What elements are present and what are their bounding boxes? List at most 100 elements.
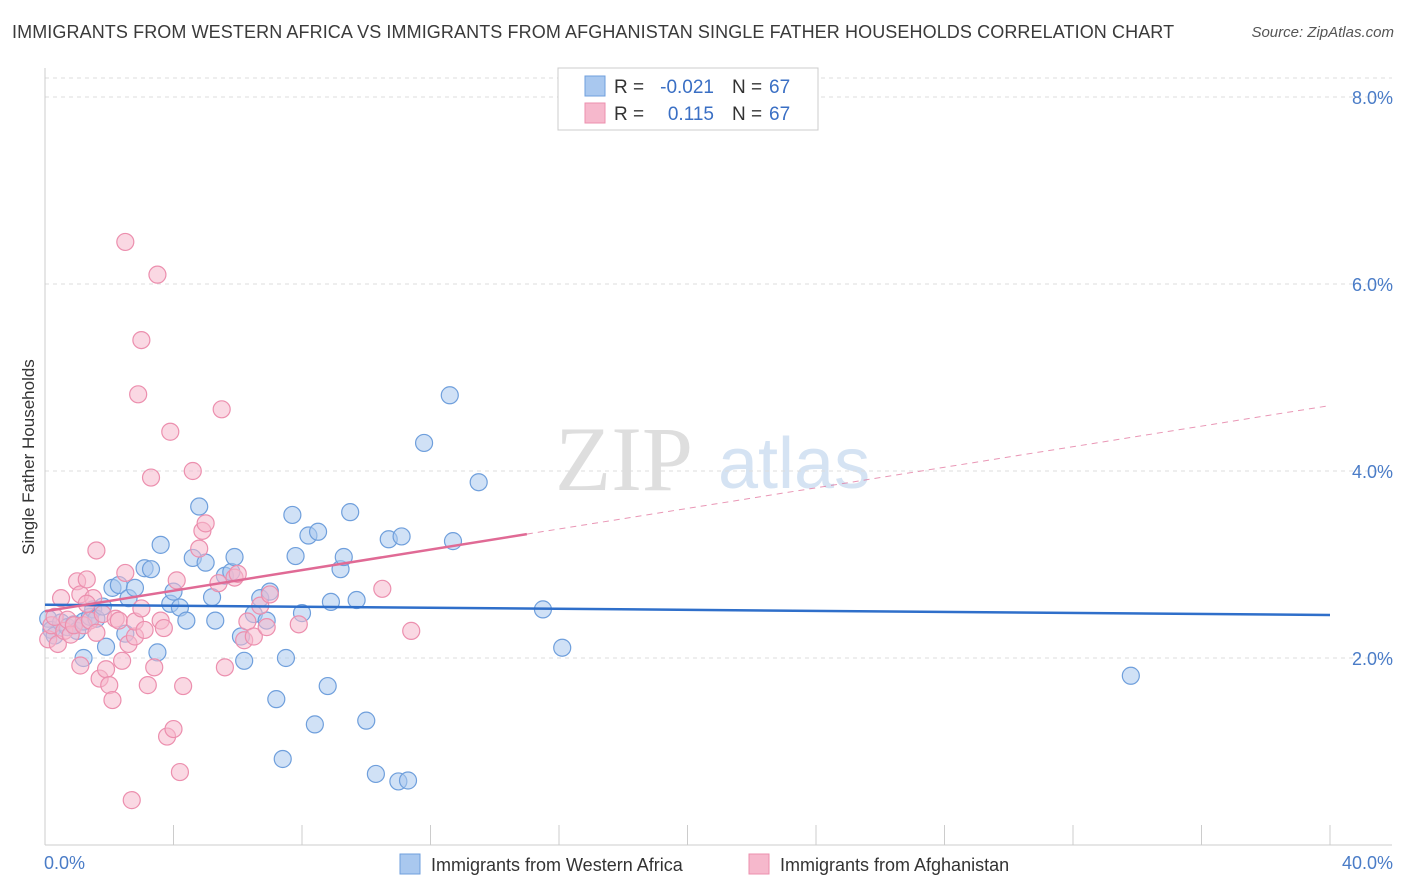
point-afghanistan-13 [77, 570, 96, 589]
point-afghanistan-33 [132, 599, 151, 618]
watermark-zip: ZIP [555, 408, 693, 510]
point-afghanistan-22 [103, 690, 122, 710]
point-western-africa-42 [273, 749, 292, 769]
point-western-africa-48 [305, 715, 324, 734]
legend-n-value-2: 67 [769, 104, 790, 125]
point-western-africa-63 [440, 386, 459, 405]
point-afghanistan-20 [87, 541, 106, 560]
point-afghanistan-48 [183, 461, 202, 481]
point-afghanistan-39 [148, 265, 167, 284]
trend-line-afghanistan-dashed [526, 405, 1331, 535]
point-afghanistan-59 [244, 627, 263, 646]
point-afghanistan-53 [212, 400, 231, 419]
point-western-africa-57 [366, 764, 385, 784]
point-western-africa-41 [267, 690, 286, 709]
bottom-legend-swatch-western-africa [399, 853, 421, 875]
point-afghanistan-32 [129, 385, 148, 404]
y-tick-label-1: 4.0% [1352, 462, 1393, 482]
legend-swatch-afghanistan [584, 102, 606, 124]
point-western-africa-45 [286, 546, 305, 566]
point-western-africa-61 [398, 771, 418, 790]
point-western-africa-44 [283, 505, 302, 525]
correlation-legend: R = -0.021 N = 67 R = 0.115 N = 67 [557, 67, 819, 131]
legend-n-value-1: 67 [769, 77, 790, 98]
point-western-africa-68 [1121, 666, 1140, 685]
point-afghanistan-47 [174, 676, 193, 696]
legend-r-label-1: R = [614, 77, 644, 98]
point-afghanistan-28 [122, 791, 141, 810]
point-western-africa-53 [334, 547, 353, 567]
trend-line-afghanistan-solid [44, 532, 528, 613]
y-tick-label-0: 2.0% [1352, 649, 1393, 669]
point-western-africa-18 [125, 578, 145, 597]
point-afghanistan-43 [161, 422, 180, 441]
y-tick-label-2: 6.0% [1352, 275, 1393, 295]
point-afghanistan-44 [164, 719, 183, 739]
legend-r-value-1: -0.021 [660, 77, 714, 98]
point-afghanistan-45 [167, 571, 186, 590]
point-afghanistan-26 [116, 563, 135, 583]
point-western-africa-16 [96, 637, 116, 656]
point-afghanistan-62 [260, 585, 279, 604]
y-tick-label-3: 8.0% [1352, 88, 1393, 108]
point-western-africa-50 [318, 676, 337, 696]
point-western-africa-65 [469, 473, 488, 492]
series-afghanistan-points [39, 232, 421, 810]
point-western-africa-60 [392, 527, 411, 546]
point-afghanistan-51 [196, 514, 215, 533]
chart-title: IMMIGRANTS FROM WESTERN AFRICA VS IMMIGR… [12, 22, 1175, 42]
legend-r-value-2: 0.115 [668, 104, 714, 125]
point-western-africa-67 [553, 638, 572, 657]
point-western-africa-20 [141, 560, 161, 579]
point-afghanistan-29 [116, 232, 135, 252]
point-afghanistan-54 [215, 658, 234, 677]
point-western-africa-34 [225, 547, 244, 567]
point-afghanistan-56 [228, 564, 247, 583]
point-afghanistan-61 [257, 618, 276, 637]
trend-line-western-africa [44, 603, 1331, 617]
bottom-legend-swatch-afghanistan [748, 853, 770, 875]
point-western-africa-49 [308, 522, 328, 541]
point-afghanistan-38 [145, 658, 164, 677]
source-label: Source: ZipAtlas.com [1251, 24, 1394, 41]
x-tick-labels: 0.0% 40.0% [44, 853, 1393, 873]
point-afghanistan-34 [132, 331, 151, 350]
point-western-africa-26 [177, 611, 196, 630]
series-legend: Immigrants from Western Africa Immigrant… [399, 853, 1009, 875]
point-afghanistan-64 [373, 579, 392, 598]
point-western-africa-21 [148, 643, 167, 662]
legend-n-label-2: N = [732, 104, 762, 125]
point-western-africa-28 [190, 497, 209, 516]
point-afghanistan-19 [96, 660, 116, 679]
point-afghanistan-37 [141, 468, 161, 487]
point-afghanistan-21 [100, 676, 119, 695]
axes [44, 68, 1392, 846]
point-afghanistan-41 [154, 618, 173, 638]
point-afghanistan-24 [109, 611, 128, 630]
trend-lines [44, 405, 1331, 617]
point-afghanistan-16 [87, 623, 106, 642]
y-tick-labels: 2.0% 4.0% 6.0% 8.0% [1352, 88, 1393, 669]
point-western-africa-54 [341, 503, 360, 522]
point-western-africa-36 [235, 651, 254, 670]
point-western-africa-62 [414, 433, 434, 453]
x-tick-label-max: 40.0% [1342, 853, 1393, 873]
legend-r-label-2: R = [614, 104, 644, 125]
legend-n-label-1: N = [732, 77, 762, 98]
point-afghanistan-46 [170, 762, 190, 782]
point-afghanistan-4 [51, 589, 71, 608]
point-western-africa-56 [357, 711, 376, 730]
watermark-atlas: atlas [718, 424, 870, 504]
point-afghanistan-25 [112, 651, 132, 670]
point-afghanistan-63 [289, 615, 308, 634]
point-western-africa-31 [206, 611, 225, 630]
point-western-africa-22 [151, 535, 170, 554]
point-afghanistan-58 [238, 612, 257, 631]
bottom-legend-label-afghanistan: Immigrants from Afghanistan [780, 855, 1009, 875]
grid-lines [45, 77, 1392, 659]
point-afghanistan-49 [190, 539, 209, 558]
point-afghanistan-12 [71, 656, 90, 675]
y-axis-label: Single Father Households [19, 359, 38, 555]
point-western-africa-43 [276, 648, 296, 668]
